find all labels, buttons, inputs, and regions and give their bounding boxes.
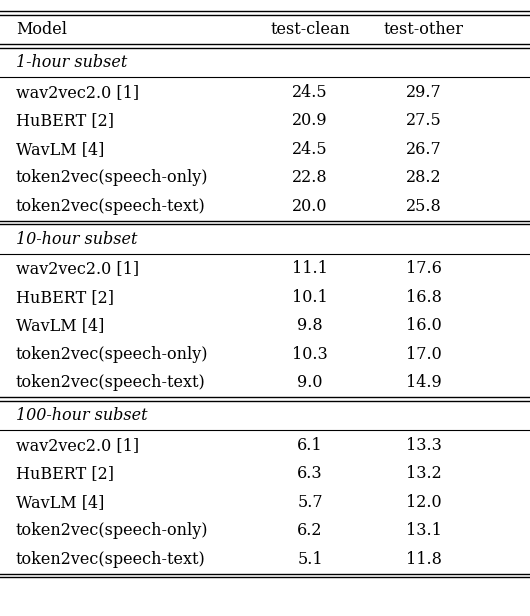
Text: 9.0: 9.0: [297, 375, 323, 391]
Text: token2vec(speech-text): token2vec(speech-text): [16, 551, 206, 568]
Text: 6.1: 6.1: [297, 437, 323, 454]
Text: 12.0: 12.0: [406, 494, 442, 511]
Text: 24.5: 24.5: [292, 140, 328, 158]
Text: test-other: test-other: [384, 21, 464, 38]
Text: token2vec(speech-text): token2vec(speech-text): [16, 198, 206, 215]
Text: token2vec(speech-only): token2vec(speech-only): [16, 522, 208, 539]
Text: 24.5: 24.5: [292, 84, 328, 101]
Text: 6.2: 6.2: [297, 522, 323, 539]
Text: token2vec(speech-only): token2vec(speech-only): [16, 169, 208, 186]
Text: 5.1: 5.1: [297, 551, 323, 568]
Text: token2vec(speech-text): token2vec(speech-text): [16, 375, 206, 391]
Text: 17.0: 17.0: [406, 346, 442, 363]
Text: 14.9: 14.9: [406, 375, 442, 391]
Text: 1-hour subset: 1-hour subset: [16, 54, 127, 71]
Text: Model: Model: [16, 21, 67, 38]
Text: token2vec(speech-only): token2vec(speech-only): [16, 346, 208, 363]
Text: 100-hour subset: 100-hour subset: [16, 407, 147, 424]
Text: 9.8: 9.8: [297, 317, 323, 334]
Text: 10-hour subset: 10-hour subset: [16, 231, 137, 248]
Text: 10.1: 10.1: [292, 289, 328, 306]
Text: 28.2: 28.2: [406, 169, 442, 186]
Text: wav2vec2.0 [1]: wav2vec2.0 [1]: [16, 437, 139, 454]
Text: 20.9: 20.9: [292, 112, 328, 129]
Text: wav2vec2.0 [1]: wav2vec2.0 [1]: [16, 260, 139, 277]
Text: 13.2: 13.2: [406, 465, 442, 482]
Text: 11.1: 11.1: [292, 260, 328, 277]
Text: 26.7: 26.7: [406, 140, 442, 158]
Text: 13.3: 13.3: [406, 437, 442, 454]
Text: 6.3: 6.3: [297, 465, 323, 482]
Text: 17.6: 17.6: [406, 260, 442, 277]
Text: 11.8: 11.8: [406, 551, 442, 568]
Text: 20.0: 20.0: [293, 198, 328, 215]
Text: WavLM [4]: WavLM [4]: [16, 317, 104, 334]
Text: 22.8: 22.8: [292, 169, 328, 186]
Text: wav2vec2.0 [1]: wav2vec2.0 [1]: [16, 84, 139, 101]
Text: 5.7: 5.7: [297, 494, 323, 511]
Text: 27.5: 27.5: [406, 112, 442, 129]
Text: 29.7: 29.7: [406, 84, 442, 101]
Text: HuBERT [2]: HuBERT [2]: [16, 112, 114, 129]
Text: test-clean: test-clean: [270, 21, 350, 38]
Text: 16.8: 16.8: [406, 289, 442, 306]
Text: 10.3: 10.3: [292, 346, 328, 363]
Text: HuBERT [2]: HuBERT [2]: [16, 289, 114, 306]
Text: 16.0: 16.0: [406, 317, 442, 334]
Text: 25.8: 25.8: [406, 198, 442, 215]
Text: WavLM [4]: WavLM [4]: [16, 140, 104, 158]
Text: 13.1: 13.1: [406, 522, 442, 539]
Text: WavLM [4]: WavLM [4]: [16, 494, 104, 511]
Text: HuBERT [2]: HuBERT [2]: [16, 465, 114, 482]
